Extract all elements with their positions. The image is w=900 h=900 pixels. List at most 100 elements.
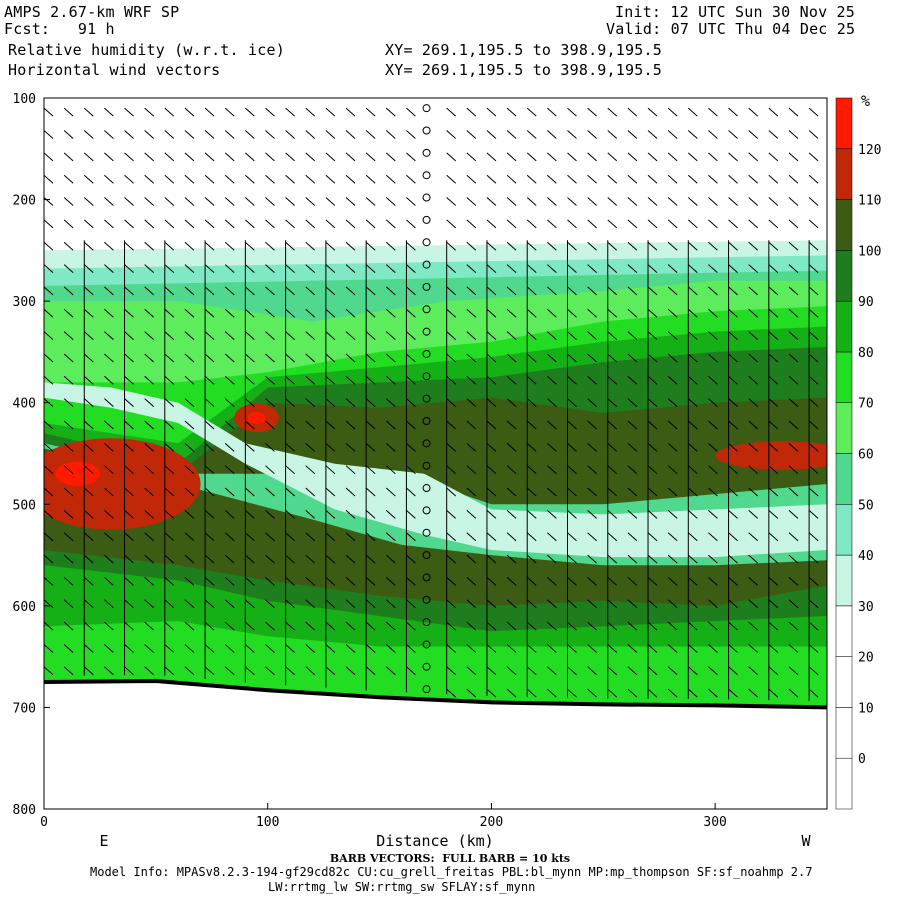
wind-barb [44, 286, 54, 296]
wind-barb [446, 442, 457, 452]
wind-barb [728, 442, 738, 452]
wind-barb [365, 599, 376, 609]
wind-barb [406, 398, 416, 408]
wind-barb [365, 286, 376, 296]
wind-barb [164, 644, 175, 653]
wind-barb [265, 532, 275, 542]
wind-barb [63, 465, 74, 475]
wind-barb [164, 308, 175, 318]
wind-barb [466, 375, 477, 385]
wind-barb [728, 621, 738, 631]
wind-barb [63, 621, 74, 631]
wind-barb [184, 174, 195, 184]
wind-barb [265, 398, 275, 408]
wind-barb [788, 487, 799, 497]
wind-barb [385, 487, 396, 497]
wind-barb [708, 353, 718, 363]
wind-barb [708, 152, 718, 162]
wind-barb [325, 308, 336, 318]
wind-barb [446, 286, 457, 296]
wind-barb [365, 197, 376, 206]
wind-barb [224, 621, 235, 631]
wind-barb [526, 331, 537, 340]
wind-barb [667, 465, 678, 475]
wind-barb [607, 420, 618, 430]
wind-barb [667, 510, 678, 519]
wind-barb [245, 666, 255, 676]
wind-barb [325, 130, 336, 139]
wind-barb [627, 375, 638, 385]
colorbar-segment [835, 453, 853, 505]
wind-barb [325, 107, 336, 117]
wind-barb [406, 577, 416, 586]
wind-barb [325, 666, 336, 676]
wind-barb [547, 375, 557, 385]
wind-barb [627, 308, 638, 318]
wind-barb [44, 353, 54, 363]
wind-barb [587, 420, 597, 430]
wind-barb [124, 219, 134, 229]
wind-barb [788, 532, 799, 542]
wind-barb [647, 152, 658, 162]
wind-barb [365, 241, 376, 251]
wind-barb [204, 107, 215, 117]
wind-barb [607, 308, 618, 318]
wind-barb [607, 174, 618, 184]
colorbar-segment [835, 656, 853, 708]
wind-barb [406, 286, 416, 296]
wind-barb [768, 577, 779, 586]
wind-barb [265, 577, 275, 586]
wind-barb [83, 197, 94, 206]
wind-barb [345, 152, 356, 162]
wind-barb [788, 554, 799, 564]
wind-barb [265, 286, 275, 296]
wind-barb [44, 264, 54, 273]
wind-barb [466, 554, 477, 564]
wind-barb [788, 644, 799, 653]
wind-barb [567, 264, 577, 273]
wind-barb [708, 107, 718, 117]
wind-barb [587, 130, 597, 139]
wind-barb [506, 197, 517, 206]
wind-barb [104, 331, 114, 340]
wind-barb [547, 107, 557, 117]
wind-barb [687, 107, 698, 117]
wind-barb [144, 375, 155, 385]
wind-barb [265, 554, 275, 564]
wind-barb [245, 577, 255, 586]
wind-barb [486, 420, 497, 430]
wind-barb [486, 510, 497, 519]
model-info-physics: LW:rrtmg_lw SW:rrtmg_sw SFLAY:sf_mynn [268, 880, 536, 894]
wind-barb [245, 644, 255, 653]
wind-barb [345, 420, 356, 430]
wind-barb [788, 621, 799, 631]
wind-barb [667, 331, 678, 340]
wind-barb [547, 577, 557, 586]
wind-barb [164, 487, 175, 497]
wind-barb [305, 197, 316, 206]
wind-barb [728, 375, 738, 385]
wind-barb [547, 398, 557, 408]
wind-barb [788, 666, 799, 676]
wind-barb [245, 487, 255, 497]
colorbar-tick-label: 30 [858, 600, 874, 615]
wind-barb [466, 241, 477, 251]
wind-barb [305, 286, 316, 296]
wind-barb [204, 420, 215, 430]
wind-barb [104, 308, 114, 318]
wind-barb [265, 666, 275, 676]
wind-barb [63, 130, 74, 139]
wind-barb [345, 621, 356, 631]
wind-barb [567, 465, 577, 475]
wind-barb [44, 152, 54, 162]
wind-barb [83, 398, 94, 408]
wind-barb [587, 644, 597, 653]
wind-barb [587, 465, 597, 475]
wind-barb [124, 375, 134, 385]
wind-barb [285, 286, 295, 296]
colorbar: 0 10 20 30 40 50 60 70 80 90 100 110 120 [835, 97, 881, 810]
wind-barb [667, 264, 678, 273]
wind-barb [587, 197, 597, 206]
wind-barb [486, 644, 497, 653]
wind-barb [44, 666, 54, 676]
